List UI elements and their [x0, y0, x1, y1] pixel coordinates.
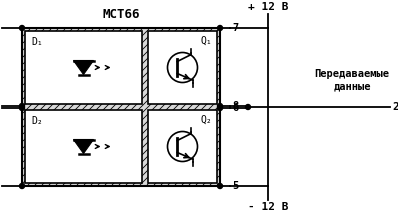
Text: 8: 8 — [232, 101, 238, 111]
Polygon shape — [74, 61, 94, 74]
Text: Q₁: Q₁ — [200, 36, 212, 46]
Circle shape — [20, 106, 25, 110]
Circle shape — [217, 25, 222, 31]
Polygon shape — [74, 140, 94, 153]
Bar — [148, 31, 217, 104]
Text: Передаваемые
данные: Передаваемые данные — [314, 69, 390, 91]
Text: + 12 В: + 12 В — [248, 2, 288, 12]
Circle shape — [20, 25, 25, 31]
Circle shape — [20, 104, 25, 108]
Bar — [25, 31, 142, 104]
Text: - 12 В: - 12 В — [248, 202, 288, 212]
Circle shape — [217, 104, 222, 108]
Bar — [22, 28, 220, 186]
Text: D₂: D₂ — [31, 116, 43, 126]
Text: 2: 2 — [392, 102, 398, 112]
Circle shape — [217, 183, 222, 189]
Circle shape — [246, 104, 250, 110]
Circle shape — [217, 106, 222, 110]
Text: 7: 7 — [232, 23, 238, 33]
Circle shape — [20, 183, 25, 189]
Text: МСТ66: МСТ66 — [102, 7, 140, 21]
Bar — [25, 110, 142, 183]
Text: 6: 6 — [232, 103, 238, 113]
Text: Q₂: Q₂ — [200, 115, 212, 125]
Text: D₁: D₁ — [31, 37, 43, 47]
Bar — [148, 110, 217, 183]
Text: 5: 5 — [232, 181, 238, 191]
